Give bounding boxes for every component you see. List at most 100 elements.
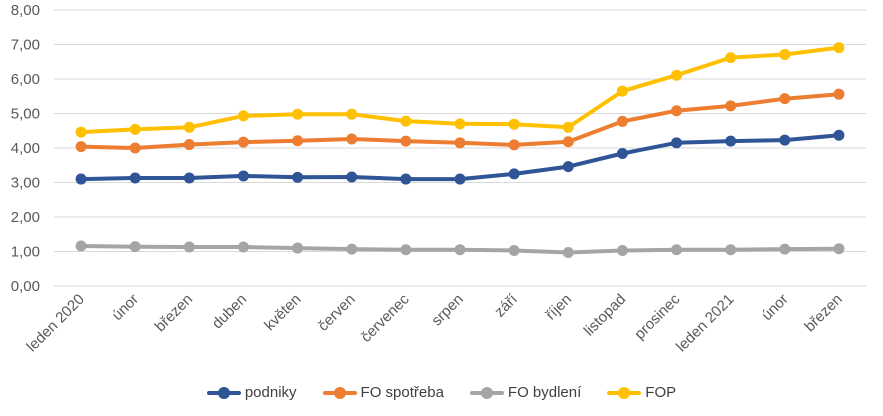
data-point (292, 242, 304, 254)
data-point (346, 133, 358, 145)
data-point (725, 52, 737, 64)
data-point (725, 100, 737, 112)
x-tick-label: březen (801, 291, 845, 335)
legend-label: FO bydlení (507, 384, 582, 401)
data-point (562, 121, 574, 133)
legend-label: FO spotřeba (360, 384, 444, 401)
line-chart: 0,00 1,00 2,00 3,00 4,00 5,00 6,00 7,00 8,00 led… (11, 2, 866, 355)
x-tick-label: srpen (428, 291, 467, 330)
data-point (183, 241, 195, 253)
data-point (508, 244, 520, 256)
data-point (671, 137, 683, 149)
data-point (454, 118, 466, 130)
series-lines (79, 45, 841, 255)
data-point (616, 148, 628, 160)
x-axis-tick-labels: leden 2020 únor březen duben květen červen čer… (23, 290, 845, 355)
data-point (833, 129, 845, 141)
data-point (75, 126, 87, 138)
data-point (671, 69, 683, 81)
y-tick-label: 6,00 (11, 71, 40, 88)
legend-swatch (607, 386, 642, 399)
x-tick-label: březen (152, 291, 196, 335)
data-point (292, 171, 304, 183)
data-point (75, 141, 87, 153)
data-point (779, 243, 791, 255)
x-tick-label: prosinec (631, 290, 683, 342)
data-point (183, 139, 195, 151)
data-point (454, 244, 466, 256)
legend-label: FOP (645, 384, 677, 401)
data-point (671, 105, 683, 117)
data-point (508, 168, 520, 180)
x-tick-label: září (491, 290, 521, 320)
data-point (129, 241, 141, 253)
data-point (779, 93, 791, 105)
data-point (779, 49, 791, 61)
data-point (508, 139, 520, 151)
data-point (562, 161, 574, 173)
data-point (833, 42, 845, 54)
y-axis-tick-labels: 0,00 1,00 2,00 3,00 4,00 5,00 6,00 7,00 8,00 (11, 2, 40, 295)
legend-item: FOP (607, 384, 676, 401)
data-point (616, 85, 628, 97)
legend-swatch (206, 386, 241, 399)
legend-label: podniky (244, 384, 297, 401)
data-point (346, 108, 358, 120)
data-point (616, 244, 628, 256)
data-point (346, 171, 358, 183)
data-point (292, 135, 304, 147)
x-tick-label: říjen (542, 291, 575, 324)
data-point (400, 135, 412, 147)
data-point (725, 244, 737, 256)
data-point (75, 173, 87, 185)
y-tick-label: 1,00 (11, 244, 40, 261)
y-tick-label: 5,00 (11, 106, 40, 123)
x-tick-label: leden 2021 (673, 291, 738, 356)
y-tick-label: 0,00 (11, 278, 40, 295)
data-point (346, 243, 358, 255)
data-point (237, 170, 249, 182)
data-point (129, 123, 141, 135)
data-point (129, 172, 141, 184)
legend-swatch (322, 386, 357, 399)
x-tick-label: leden 2020 (23, 291, 88, 356)
data-point (400, 244, 412, 256)
legend-item: podniky (206, 384, 297, 401)
data-point (562, 247, 574, 259)
y-tick-label: 4,00 (11, 140, 40, 157)
y-tick-label: 8,00 (11, 2, 40, 19)
data-point (129, 142, 141, 154)
legend: podniky FO spotřeba FO bydlení FOP (0, 384, 883, 401)
data-point (75, 240, 87, 252)
data-point (562, 136, 574, 148)
data-point (400, 115, 412, 127)
data-point (400, 173, 412, 185)
x-tick-label: květen (261, 291, 304, 334)
x-tick-label: listopad (581, 291, 630, 340)
legend-item: FO spotřeba (322, 384, 444, 401)
data-point (779, 134, 791, 146)
x-tick-label: únor (758, 291, 791, 324)
y-tick-label: 2,00 (11, 209, 40, 226)
data-point (237, 110, 249, 122)
legend-swatch (469, 386, 504, 399)
data-point (454, 173, 466, 185)
x-tick-label: červen (315, 291, 359, 335)
data-point (725, 135, 737, 147)
data-point (616, 115, 628, 127)
x-tick-label: červenec (358, 290, 413, 345)
y-tick-label: 7,00 (11, 37, 40, 54)
y-tick-label: 3,00 (11, 175, 40, 192)
data-point (833, 88, 845, 100)
data-point (292, 108, 304, 120)
data-point (833, 243, 845, 255)
data-point (671, 244, 683, 256)
series-points (75, 42, 845, 259)
data-point (237, 136, 249, 148)
data-point (183, 172, 195, 184)
x-tick-label: duben (209, 291, 251, 333)
data-point (183, 121, 195, 133)
data-point (237, 241, 249, 253)
data-point (508, 118, 520, 130)
data-point (454, 137, 466, 149)
